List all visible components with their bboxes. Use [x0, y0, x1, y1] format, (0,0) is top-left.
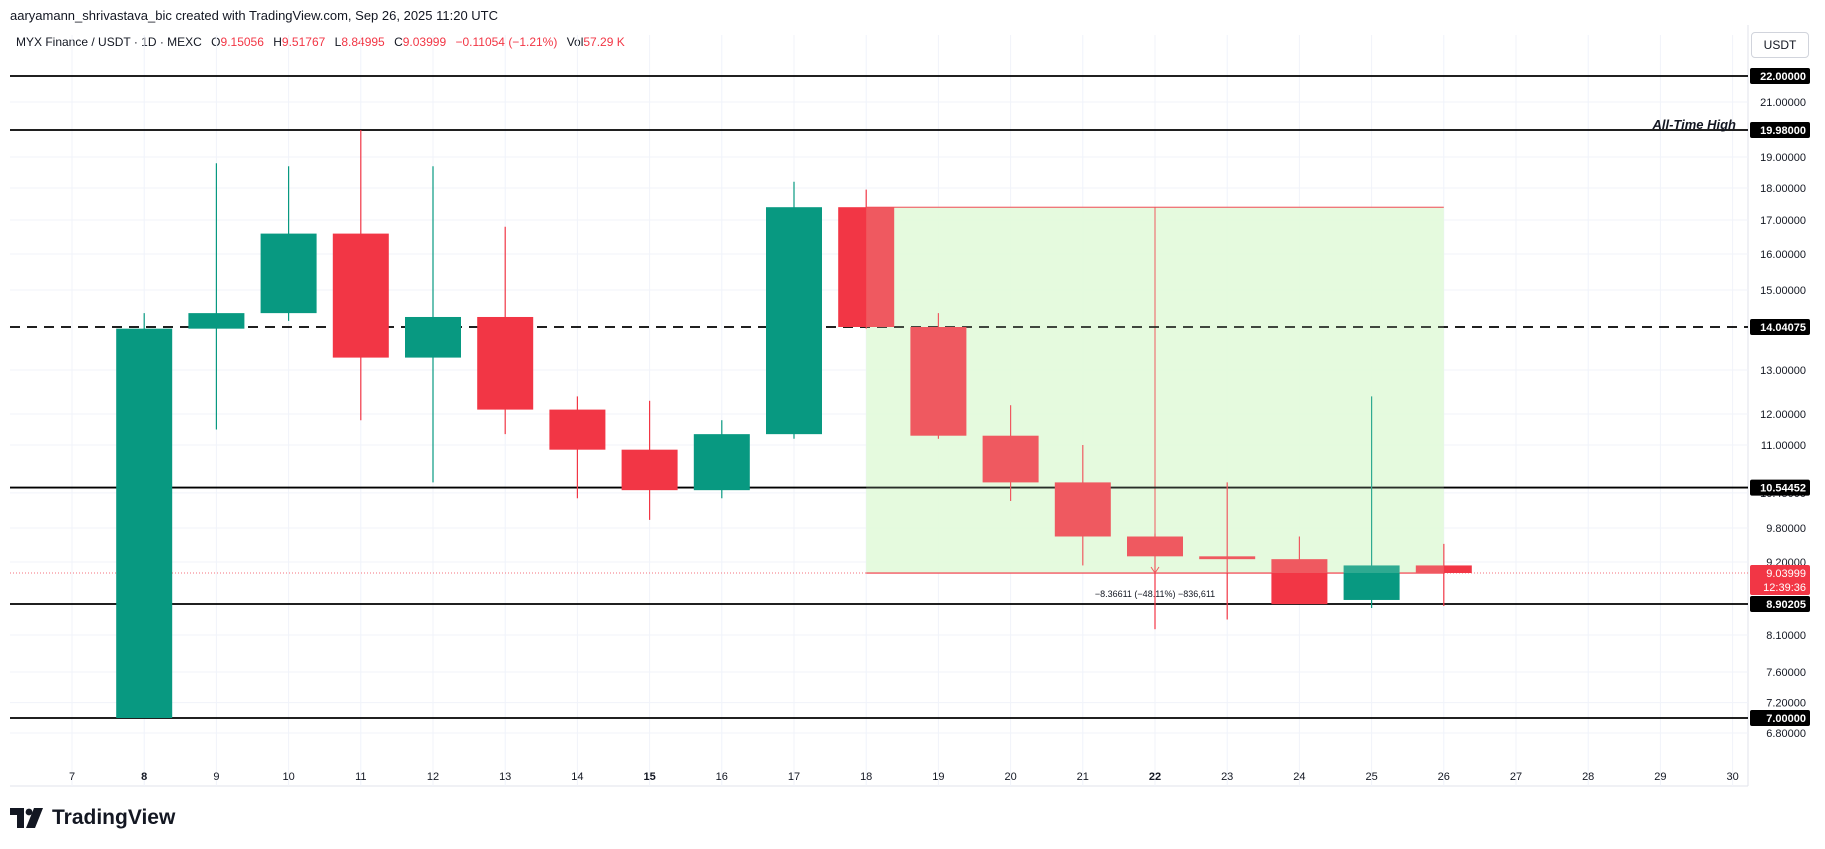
- level-price-badge: [1750, 479, 1810, 496]
- time-tick-label: 9: [213, 771, 219, 783]
- chart-credit: aaryamann_shrivastava_bic created with T…: [10, 8, 499, 23]
- time-tick-label: 28: [1582, 771, 1594, 783]
- candle-body: [1271, 559, 1328, 605]
- candle-body: [766, 207, 822, 435]
- time-tick-label: 8: [141, 771, 147, 783]
- candle-body: [910, 327, 967, 436]
- candle-body: [1343, 565, 1400, 600]
- price-tick-label: 13.00000: [1760, 365, 1806, 377]
- legend-open: 9.15056: [220, 35, 264, 49]
- candle-body: [260, 233, 317, 314]
- tradingview-logo-icon: [10, 808, 43, 828]
- candle-body: [693, 434, 750, 491]
- horizontal-levels[interactable]: All-Time High: [10, 75, 1748, 719]
- currency-selector[interactable]: USDT: [1751, 32, 1809, 58]
- price-tick-label: 6.80000: [1766, 728, 1806, 740]
- price-tick-label: 17.00000: [1760, 215, 1806, 227]
- legend-high-label: H: [273, 35, 282, 49]
- time-tick-label: 25: [1365, 771, 1377, 783]
- legend-vol: 57.29 K: [583, 35, 625, 49]
- level-price-badge: [1750, 318, 1810, 335]
- symbol-legend: MYX Finance / USDT · 1D · MEXC O9.15056 …: [16, 35, 625, 49]
- time-tick-label: 24: [1293, 771, 1305, 783]
- time-tick-label: 17: [788, 771, 800, 783]
- price-tick-label: 7.60000: [1766, 667, 1806, 679]
- price-tick-label: 11.00000: [1761, 440, 1806, 452]
- time-tick-label: 13: [499, 771, 511, 783]
- price-tick-label: 16.00000: [1760, 249, 1806, 261]
- legend-low: 8.84995: [341, 35, 385, 49]
- time-tick-label: 26: [1438, 771, 1450, 783]
- level-price-badge-label: 14.04075: [1760, 322, 1806, 334]
- candle-body: [549, 409, 606, 450]
- legend-low-label: L: [334, 35, 342, 49]
- current-price-countdown: 12:39:36: [1763, 582, 1806, 594]
- legend-open-label: O: [211, 35, 221, 49]
- level-price-badge: [1750, 595, 1810, 612]
- level-price-badge-label: 19.98000: [1760, 125, 1806, 137]
- current-price-value: 9.03999: [1766, 568, 1806, 580]
- candle-body: [982, 435, 1039, 483]
- legend-close: 9.03999: [402, 35, 447, 49]
- candle-body: [477, 316, 534, 410]
- price-tick-label: 15.00000: [1760, 285, 1806, 297]
- candle-body: [1415, 565, 1472, 573]
- price-tick-label: 9.80000: [1766, 523, 1806, 535]
- time-tick-label: 19: [932, 771, 944, 783]
- level-price-badge-label: 22.00000: [1760, 71, 1806, 83]
- time-tick-label: 21: [1077, 771, 1089, 783]
- time-tick-label: 14: [571, 771, 583, 783]
- level-price-badge: [1750, 68, 1810, 84]
- candle-body: [1127, 536, 1183, 557]
- time-tick-label: 22: [1149, 771, 1161, 783]
- price-tick-label: 21.00000: [1760, 97, 1806, 109]
- all-time-high-label: All-Time High: [1651, 117, 1736, 132]
- level-price-badge-label: 10.54452: [1760, 483, 1806, 495]
- level-price-badge-label: 8.90205: [1766, 599, 1806, 611]
- price-tick-label: 12.00000: [1760, 409, 1806, 421]
- price-tick-label: 18.00000: [1760, 183, 1806, 195]
- time-tick-label: 12: [427, 771, 439, 783]
- measure-box-overlay: [866, 207, 1444, 574]
- price-tick-label: 8.10000: [1766, 630, 1806, 642]
- candle-body: [188, 313, 245, 329]
- time-tick-label: 29: [1654, 771, 1666, 783]
- candles: [116, 130, 1472, 718]
- time-tick-label: 27: [1510, 771, 1522, 783]
- time-axis[interactable]: 7 8 9 10 11 12 13 14 15 16 17 18 19 20 21 22 23 24 25 26 27 2…: [69, 771, 1739, 783]
- price-badges: 22.00000 19.98000 14.04075 10.54452 8.90205 7…: [1750, 68, 1810, 726]
- time-tick-label: 7: [69, 771, 75, 783]
- time-tick-label: 23: [1221, 771, 1233, 783]
- candle-body: [116, 328, 173, 718]
- candlestick-chart[interactable]: −8.36611 (−48.11%) −836,611 All-Time Hig…: [0, 0, 1825, 800]
- tradingview-logo-text: TradingView: [52, 806, 176, 829]
- legend-high: 9.51767: [281, 35, 326, 49]
- level-price-badge: [1750, 710, 1810, 726]
- candle-body: [838, 207, 895, 327]
- candle-body: [405, 316, 461, 358]
- level-price-badge-label: 7.00000: [1766, 713, 1806, 725]
- candle-body: [1054, 482, 1111, 537]
- tradingview-logo[interactable]: TradingView: [10, 806, 175, 830]
- time-tick-label: 10: [282, 771, 294, 783]
- candle-body: [621, 449, 678, 491]
- time-tick-label: 20: [1004, 771, 1016, 783]
- price-axis[interactable]: 21.00000 19.00000 18.00000 17.00000 16.00000…: [1760, 97, 1806, 740]
- time-tick-label: 30: [1726, 771, 1738, 783]
- price-tick-label: 7.20000: [1766, 698, 1806, 710]
- time-tick-label: 18: [860, 771, 872, 783]
- legend-close-label: C: [394, 35, 403, 49]
- legend-change: −0.11054 (−1.21%): [455, 35, 558, 49]
- candle-body: [332, 233, 389, 358]
- legend-symbol[interactable]: MYX Finance / USDT · 1D · MEXC: [16, 35, 202, 49]
- time-tick-label: 11: [355, 771, 366, 783]
- level-price-badge: [1750, 122, 1810, 138]
- time-tick-label: 15: [643, 771, 655, 783]
- time-tick-label: 16: [716, 771, 728, 783]
- legend-vol-label: Vol: [566, 35, 584, 49]
- current-price-badge: [1750, 565, 1810, 596]
- candle-body: [1199, 556, 1256, 560]
- price-tick-label: 19.00000: [1760, 152, 1806, 164]
